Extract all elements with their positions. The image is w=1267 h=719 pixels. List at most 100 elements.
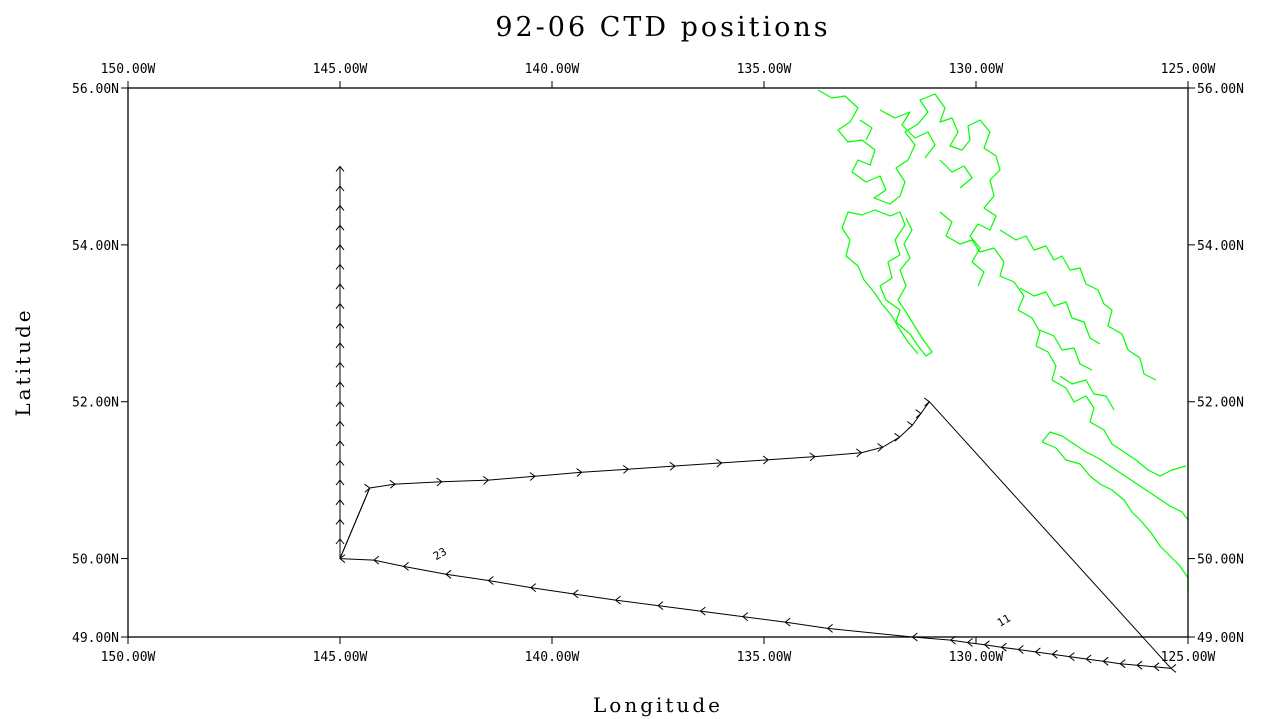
ctd-station (335, 165, 345, 172)
ctd-station (529, 472, 536, 481)
ctd-station (339, 554, 346, 563)
ctd-station (657, 601, 664, 610)
coastline-inner-passages (1019, 287, 1115, 411)
ctd-station (402, 562, 409, 571)
ctd-station (335, 479, 345, 486)
track-transit-leg (928, 401, 1172, 669)
x-tick-label-bottom: 130.00W (949, 650, 1004, 665)
coastline-haida-gwaii (841, 209, 933, 357)
station-annotation: 23 (431, 545, 449, 563)
ctd-station (1068, 652, 1075, 661)
y-tick-label-left: 52.00N (72, 396, 119, 411)
ctd-station (335, 440, 345, 447)
x-tick-label-top: 145.00W (313, 62, 368, 77)
ctd-station (716, 458, 723, 468)
x-tick-label-bottom: 135.00W (737, 650, 792, 665)
ctd-station (335, 263, 345, 270)
ctd-station (529, 583, 537, 592)
ctd-station (809, 452, 816, 462)
annotations: 11 23 (431, 545, 1013, 630)
track-northern-leg (339, 401, 930, 559)
ctd-station (1017, 645, 1024, 654)
ctd-station (335, 185, 345, 192)
y-tick-label-right: 54.00N (1197, 239, 1244, 254)
ctd-station (906, 421, 914, 430)
ctd-station (335, 361, 345, 368)
ctd-station (826, 624, 833, 633)
ctd-station (877, 443, 884, 452)
ctd-station (741, 612, 749, 621)
ctd-station (335, 302, 345, 310)
ctd-station (335, 518, 345, 525)
ctd-station (699, 606, 706, 616)
ctd-station (911, 632, 918, 642)
coastline-mainland-central (939, 211, 1187, 477)
x-tick-label-top: 125.00W (1161, 62, 1216, 77)
y-tick-label-right: 49.00N (1197, 631, 1244, 646)
ctd-station (1051, 649, 1058, 659)
x-tick-label-top: 150.00W (101, 62, 156, 77)
y-tick-label-right: 50.00N (1197, 553, 1244, 568)
ctd-station (983, 640, 990, 650)
track-diagonal-leg (339, 487, 371, 559)
y-tick-label-right: 52.00N (1197, 396, 1244, 411)
coastline-vancouver-island (1041, 431, 1189, 590)
ctd-station (335, 459, 345, 466)
ctd-station (762, 455, 769, 465)
chart-title: 92-06 CTD positions (495, 12, 830, 43)
ctd-station (335, 224, 345, 231)
ctd-station (335, 498, 345, 506)
ctd-station (373, 555, 380, 565)
ctd-station (335, 400, 345, 408)
ctd-station (1119, 659, 1126, 669)
ctd-station (1085, 654, 1092, 664)
x-tick-label-bottom: 125.00W (1161, 650, 1216, 665)
ctd-station (487, 576, 494, 585)
x-tick-label-bottom: 150.00W (101, 650, 156, 665)
ctd-station (1153, 662, 1160, 672)
ctd-station (436, 477, 443, 487)
ctd-stations (335, 165, 1177, 673)
ctd-station (445, 569, 452, 579)
ctd-station (669, 461, 676, 471)
ctd-station (482, 475, 490, 485)
ctd-station (894, 432, 901, 442)
ctd-station (1170, 664, 1177, 673)
ctd-station (622, 464, 630, 474)
ctd-station (1000, 642, 1007, 652)
ctd-station (966, 638, 973, 647)
track-southern-leg (339, 558, 1172, 669)
station-annotation: 11 (995, 612, 1013, 630)
x-tick-label-top: 130.00W (949, 62, 1004, 77)
y-tick-label-left: 54.00N (72, 239, 119, 254)
ctd-station (335, 538, 345, 545)
coastline-inlets-b (859, 109, 973, 189)
ctd-station (335, 381, 345, 388)
plot-frame (127, 87, 1189, 638)
x-tick-label-top: 135.00W (737, 62, 792, 77)
axes-frame: 150.00W 150.00W 145.00W 145.00W 140.00W 140.0… (72, 62, 1244, 665)
ctd-station (784, 617, 791, 627)
ctd-station (915, 409, 922, 419)
ctd-station (335, 204, 345, 211)
ctd-station (364, 483, 371, 493)
y-tick-label-left: 56.00N (72, 82, 119, 97)
ctd-station (335, 244, 345, 251)
ctd-station (572, 589, 579, 599)
x-axis-label: Longitude (593, 693, 723, 717)
ctd-station (335, 322, 345, 329)
ctd-station (856, 448, 863, 458)
x-tick-label-top: 140.00W (525, 62, 580, 77)
ctd-station (335, 342, 345, 349)
y-tick-label-right: 56.00N (1197, 82, 1244, 97)
ctd-station (949, 635, 956, 645)
coastline (817, 89, 1189, 590)
coastline-north-inlets (817, 89, 1001, 287)
ctd-station (335, 420, 345, 427)
ctd-station (1136, 660, 1143, 670)
ctd-station (1034, 647, 1041, 657)
ctd-station (1102, 656, 1109, 666)
ctd-station (923, 397, 931, 407)
y-axis-label: Latitude (11, 307, 35, 416)
y-tick-label-left: 49.00N (72, 631, 119, 646)
